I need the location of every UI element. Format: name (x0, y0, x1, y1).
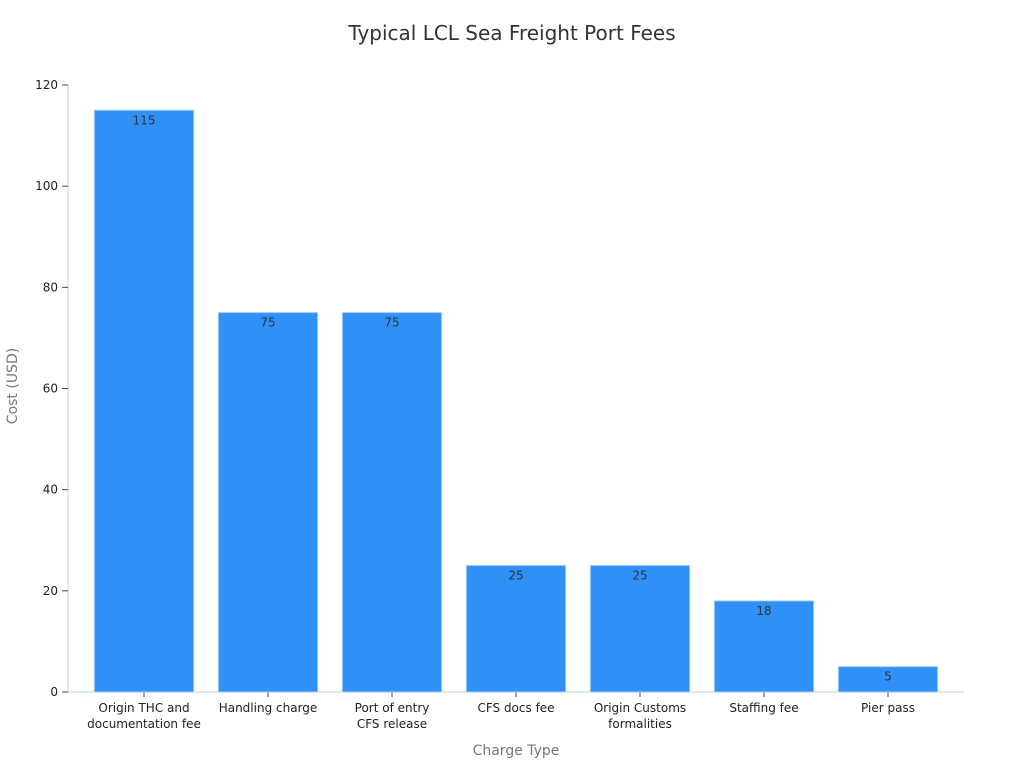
y-tick-label: 120 (35, 78, 58, 92)
bar (837, 666, 939, 693)
y-tick-label: 40 (43, 483, 58, 497)
bar (713, 600, 815, 693)
bar-value-label: 5 (884, 670, 892, 684)
x-tick-label: CFS docs fee (477, 701, 554, 715)
x-axis-title: Charge Type (473, 743, 560, 759)
chart-title: Typical LCL Sea Freight Port Fees (347, 21, 675, 45)
bar (217, 312, 319, 693)
x-tick-label: Origin THC and documentation fee (87, 701, 201, 731)
bar-value-label: 18 (756, 604, 771, 618)
category-labels: Origin THC and documentation fee Handling … (87, 701, 915, 731)
bar (93, 109, 195, 693)
bar (465, 565, 567, 693)
x-tick-label: Pier pass (861, 701, 915, 715)
bar (589, 565, 691, 693)
y-axis: 0 20 40 60 80 100 120 (35, 78, 69, 699)
x-tick-label: Port of entry CFS release (355, 701, 430, 731)
x-tick-label: Handling charge (219, 701, 318, 715)
x-axis (68, 691, 964, 697)
x-tick-label: Origin Customs formalities (594, 701, 686, 731)
y-tick-label: 80 (43, 280, 58, 294)
bar-value-label: 75 (260, 316, 275, 330)
bar-value-label: 25 (632, 569, 647, 583)
y-axis-title: Cost (USD) (5, 348, 21, 424)
y-tick-label: 0 (50, 685, 58, 699)
y-tick-label: 60 (43, 382, 58, 396)
y-tick-label: 100 (35, 179, 58, 193)
bars (93, 109, 939, 693)
x-tick-label: Staffing fee (729, 701, 798, 715)
bar-value-label: 25 (508, 569, 523, 583)
y-tick-label: 20 (43, 584, 58, 598)
bar (341, 312, 443, 693)
bar-value-label: 115 (133, 113, 156, 127)
bar-value-label: 75 (384, 316, 399, 330)
bar-value-labels: 115 75 75 25 25 18 5 (133, 113, 892, 683)
